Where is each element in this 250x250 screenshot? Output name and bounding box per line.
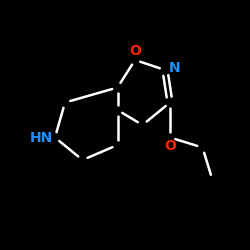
Text: O: O	[129, 44, 141, 58]
Text: N: N	[169, 60, 181, 74]
Text: O: O	[164, 139, 176, 153]
Text: HN: HN	[30, 130, 53, 144]
